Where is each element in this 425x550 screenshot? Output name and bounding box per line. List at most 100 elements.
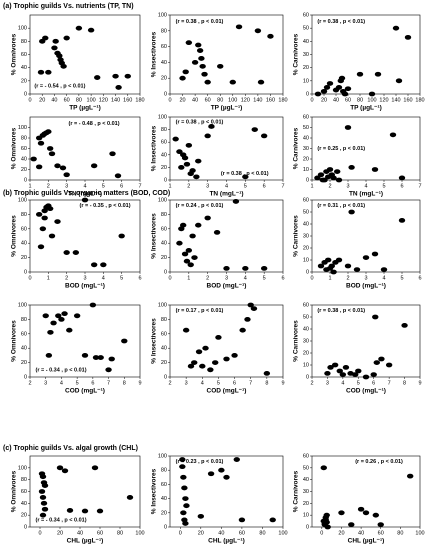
point [108, 356, 115, 362]
x-axis-label: COD (mgL⁻¹) [346, 388, 386, 395]
y-tick-label: 40 [303, 135, 309, 141]
point [223, 266, 230, 271]
x-tick-label: 0 [38, 530, 41, 536]
x-tick-label: 0 [310, 275, 313, 281]
point [172, 136, 179, 142]
point [326, 81, 334, 86]
point [242, 266, 249, 271]
x-tick-label: 6 [138, 275, 141, 281]
x-tick-label: 1 [187, 275, 190, 281]
x-tick-label: 140 [391, 97, 400, 103]
point [328, 263, 335, 269]
point [338, 510, 345, 516]
point [380, 267, 388, 272]
point [63, 35, 70, 41]
point [81, 508, 89, 514]
point [189, 233, 196, 239]
y-tick-label: 0 [164, 374, 167, 380]
y-tick-label: 60 [21, 52, 27, 58]
point [342, 365, 350, 370]
point [217, 63, 224, 69]
x-tick-label: 80 [76, 97, 82, 103]
point [105, 367, 112, 373]
point [126, 495, 134, 500]
point [239, 327, 246, 333]
y-tick-label: 60 [161, 226, 167, 232]
annotation: (r = 0.17 , p < 0.01) [176, 308, 224, 314]
y-tick-label: 40 [21, 156, 27, 162]
point [317, 172, 325, 178]
x-tick-label: 3 [206, 183, 209, 189]
point [109, 151, 116, 157]
x-tick-label: 5 [400, 275, 403, 281]
annotation: (r = 0.38 , p < 0.01) [176, 119, 224, 125]
x-tick-label: 180 [135, 97, 144, 103]
point [45, 353, 53, 358]
x-tick-label: 0 [28, 275, 31, 281]
point [372, 512, 380, 518]
point [324, 371, 331, 376]
plot-frame [29, 14, 141, 95]
x-tick-label: 4 [244, 275, 247, 281]
y-tick-label: 100 [18, 26, 27, 32]
point [235, 24, 243, 30]
x-tick-label: 60 [64, 97, 70, 103]
point [100, 262, 107, 268]
x-tick-label: 1 [28, 183, 31, 189]
point [58, 317, 65, 322]
point [176, 240, 183, 246]
y-tick-label: 30 [303, 489, 309, 495]
x-tick-label: 180 [415, 97, 424, 103]
y-tick-label: 60 [161, 140, 167, 146]
x-tick-label: 80 [397, 530, 403, 536]
point [344, 263, 352, 269]
point [223, 474, 230, 480]
y-tick-label: 60 [303, 197, 309, 203]
point [334, 169, 341, 175]
x-tick-label: 3 [225, 275, 228, 281]
point [204, 79, 211, 85]
x-tick-label: 4 [382, 275, 385, 281]
x-tick-label: 7 [249, 380, 252, 386]
section-title: (c) Trophic guilds Vs. algal growth (CHL… [3, 445, 138, 452]
annotation: (r = - 0.34 , p < 0.01) [36, 517, 87, 523]
x-tick-label: 3 [83, 275, 86, 281]
y-tick-label: 40 [161, 241, 167, 247]
point [374, 71, 382, 77]
plot-frame [29, 455, 141, 528]
point [124, 73, 131, 79]
point [348, 209, 355, 215]
x-tick-label: 0 [310, 97, 313, 103]
y-tick-label: 40 [161, 346, 167, 352]
point [42, 35, 49, 41]
x-tick-label: 160 [403, 97, 412, 103]
y-axis-label: % Carnivores [293, 215, 300, 257]
point [263, 371, 271, 376]
point [63, 250, 70, 255]
point [254, 28, 262, 34]
point [66, 327, 73, 333]
plot-frame [169, 14, 284, 95]
point [97, 355, 104, 360]
x-tick-label: 4 [102, 275, 105, 281]
y-tick-label: 40 [21, 501, 27, 507]
x-tick-label: 5 [102, 183, 105, 189]
x-tick-label: 2 [28, 380, 31, 386]
x-tick-label: 2 [65, 275, 68, 281]
point [182, 521, 189, 526]
x-tick-label: 6 [120, 183, 123, 189]
y-tick-label: 30 [303, 233, 309, 239]
x-tick-label: 2 [206, 275, 209, 281]
x-tick-label: 120 [99, 97, 108, 103]
y-tick-label: 80 [161, 468, 167, 474]
y-tick-label: 60 [303, 302, 309, 308]
point [38, 489, 46, 494]
y-tick-label: 50 [303, 314, 309, 320]
x-tick-label: 40 [51, 97, 57, 103]
y-tick-label: 80 [21, 135, 27, 141]
point [63, 172, 70, 178]
point [30, 156, 37, 162]
point [185, 40, 193, 46]
point [182, 69, 189, 75]
point [48, 233, 56, 239]
